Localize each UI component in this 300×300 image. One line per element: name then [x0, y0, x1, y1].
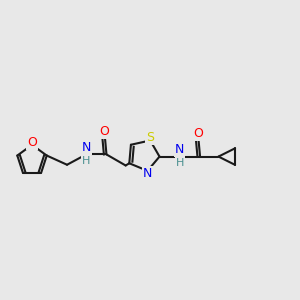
Text: S: S — [146, 131, 154, 144]
Text: O: O — [100, 125, 110, 138]
Text: N: N — [143, 167, 152, 180]
Text: O: O — [27, 136, 37, 149]
Text: O: O — [193, 127, 203, 140]
Text: N: N — [175, 143, 184, 156]
Text: H: H — [176, 158, 184, 168]
Text: H: H — [82, 156, 90, 166]
Text: N: N — [82, 141, 91, 154]
